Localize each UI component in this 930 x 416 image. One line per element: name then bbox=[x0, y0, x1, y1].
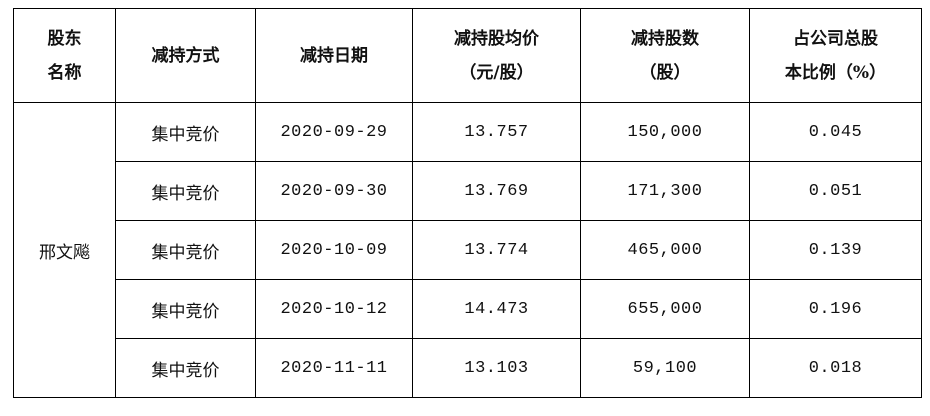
data-cell: 13.774 bbox=[412, 220, 581, 280]
data-cell: 2020-10-12 bbox=[255, 279, 413, 339]
header-text: 减持股数 bbox=[631, 28, 699, 49]
data-cell: 2020-09-29 bbox=[255, 102, 413, 162]
data-cell: 0.139 bbox=[749, 220, 922, 280]
data-cell: 2020-10-09 bbox=[255, 220, 413, 280]
header-cell: 股东 名称 bbox=[13, 8, 116, 103]
reduction-table: 股东名称 减持方式 减持日期 减持股均价 （元/股） 减持股数 （股） 占公司总股本比例（%）… bbox=[13, 8, 922, 398]
data-row: 集中竞价 2020-10-09 13.774 465,000 0.139 bbox=[14, 220, 922, 280]
header-text: （股） bbox=[639, 62, 691, 83]
data-row: 集中竞价 2020-10-12 14.473 655,000 0.196 bbox=[14, 279, 922, 339]
header-text: 名称 bbox=[47, 62, 82, 83]
header-text: （元/股） bbox=[459, 62, 534, 83]
data-cell: 655,000 bbox=[580, 279, 750, 339]
table-body: 邢文飚 集中竞价 2020-09-29 13.757 150,000 0.045 集中竞价 2… bbox=[13, 102, 922, 398]
header-text: 股东 bbox=[47, 28, 82, 49]
data-row: 集中竞价 2020-11-11 13.103 59,100 0.018 bbox=[14, 338, 922, 398]
header-text: 本比例（%） bbox=[784, 62, 887, 83]
data-cell: 0.045 bbox=[749, 102, 922, 162]
header-row: 股东名称 减持方式 减持日期 减持股均价 （元/股） 减持股数 （股） 占公司总股本比例（%） bbox=[13, 8, 922, 103]
data-cell: 13.103 bbox=[412, 338, 581, 398]
data-cell: 465,000 bbox=[580, 220, 750, 280]
data-cell: 集中竞价 bbox=[115, 279, 256, 339]
header-cell: 减持方式 bbox=[115, 8, 256, 103]
data-cell: 0.018 bbox=[749, 338, 922, 398]
header-cell: 减持股数 （股） bbox=[580, 8, 750, 103]
data-cell: 0.051 bbox=[749, 161, 922, 221]
data-cell: 150,000 bbox=[580, 102, 750, 162]
data-row: 邢文飚 集中竞价 2020-09-29 13.757 150,000 0.045 bbox=[13, 102, 922, 398]
holder-cell: 邢文飚 bbox=[13, 102, 116, 398]
header-text: 减持股均价 bbox=[454, 28, 539, 49]
data-cell: 2020-09-30 bbox=[255, 161, 413, 221]
data-row: 集中竞价 2020-09-30 13.769 171,300 0.051 bbox=[14, 161, 922, 221]
header-text: 占公司总股 bbox=[793, 28, 878, 49]
data-cell: 集中竞价 bbox=[115, 338, 256, 398]
header-cell: 减持日期 bbox=[255, 8, 413, 103]
header-text: 减持方式 bbox=[151, 45, 220, 66]
header-cell: 减持股均价 （元/股） bbox=[412, 8, 581, 103]
data-cell: 13.769 bbox=[412, 161, 581, 221]
data-cell: 59,100 bbox=[580, 338, 750, 398]
header-cell: 占公司总股本比例（%） bbox=[749, 8, 922, 103]
data-cell: 集中竞价 bbox=[115, 102, 256, 162]
data-cell: 13.757 bbox=[412, 102, 581, 162]
data-cell: 2020-11-11 bbox=[255, 338, 413, 398]
header-text: 减持日期 bbox=[300, 45, 368, 66]
data-cell: 集中竞价 bbox=[115, 220, 256, 280]
data-cell: 14.473 bbox=[412, 279, 581, 339]
data-cell: 集中竞价 bbox=[115, 161, 256, 221]
data-cell: 171,300 bbox=[580, 161, 750, 221]
data-cell: 0.196 bbox=[749, 279, 922, 339]
